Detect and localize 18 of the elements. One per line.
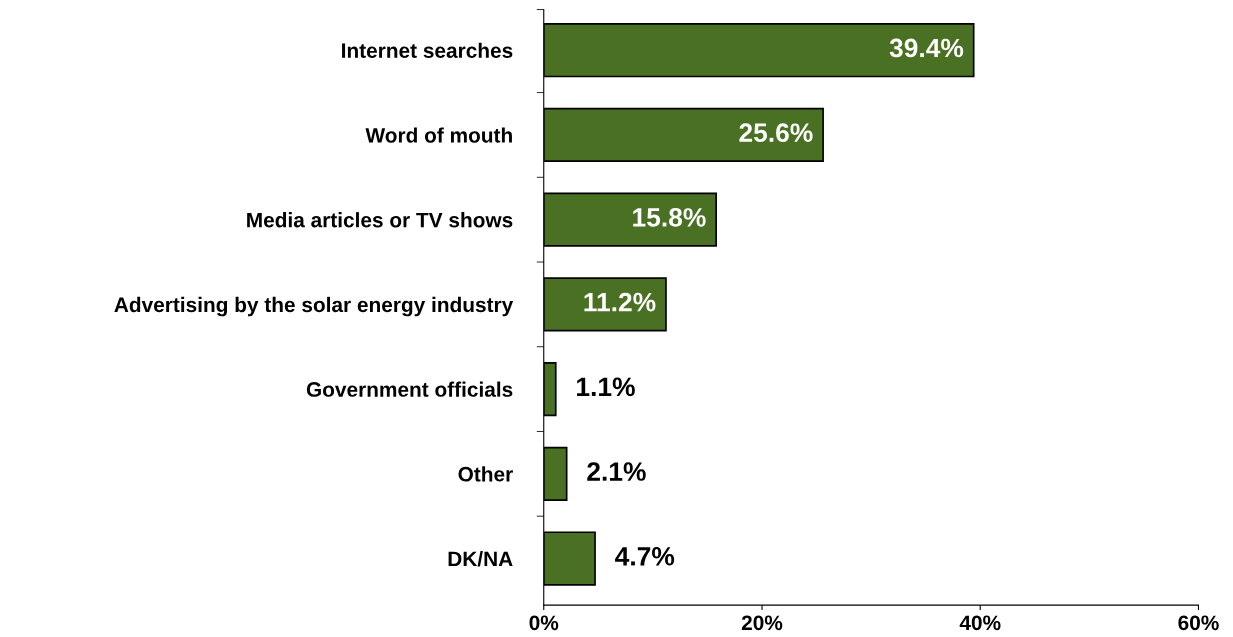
data-label: 11.2% — [584, 292, 656, 312]
data-label: 2.1% — [587, 462, 646, 481]
y-tick-label: Government officials — [306, 381, 513, 397]
y-tick-label: Word of mouth — [365, 127, 512, 143]
x-tick-label: 20% — [741, 615, 783, 631]
y-tick-label: Internet searches — [342, 42, 513, 58]
y-tick-label: Other — [458, 466, 513, 482]
x-tick-label: 0% — [529, 615, 559, 631]
x-tick-label: 40% — [959, 615, 1001, 631]
data-label: 1.1% — [577, 377, 635, 397]
y-tick-label: Media articles or TV shows — [247, 212, 513, 228]
data-label: 25.6% — [739, 123, 813, 143]
data-label: 39.4% — [889, 38, 964, 58]
y-tick-label: Advertising by the solar energy industry — [114, 296, 514, 317]
data-label: 15.8% — [633, 208, 706, 227]
x-tick-label: 60% — [1178, 615, 1219, 631]
data-label: 4.7% — [615, 547, 675, 566]
y-tick-label: DK/NA — [448, 551, 513, 567]
